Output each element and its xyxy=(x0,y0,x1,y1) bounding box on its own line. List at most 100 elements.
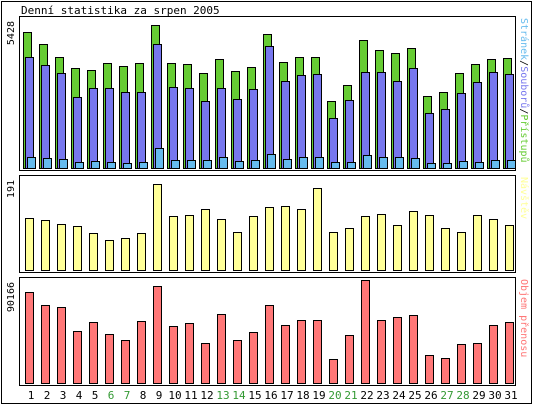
bar-navstevy-day-18 xyxy=(297,209,306,271)
bar-navstevy-day-19 xyxy=(313,188,322,271)
day-tick-label: 26 xyxy=(424,389,437,402)
bar-navstevy-day-5 xyxy=(89,233,98,271)
day-tick-label: 20 xyxy=(328,389,341,402)
bar-souborů-day-6 xyxy=(105,88,114,169)
day-tick-label: 30 xyxy=(488,389,501,402)
bar-navstevy-day-31 xyxy=(505,225,514,271)
bar-navstevy-day-2 xyxy=(41,220,50,271)
bar-objem-day-21 xyxy=(345,335,354,384)
panel-2-legend-title: Návštěv xyxy=(518,177,530,219)
bar-souborů-day-5 xyxy=(89,88,98,169)
bar-stránek-day-26 xyxy=(427,163,436,169)
bar-souborů-day-25 xyxy=(409,68,418,169)
bar-navstevy-day-25 xyxy=(409,211,418,271)
day-tick-label: 4 xyxy=(76,389,83,402)
bar-stránek-day-24 xyxy=(395,157,404,169)
bar-souborů-day-26 xyxy=(425,113,434,169)
legend-separator: / xyxy=(518,60,529,66)
bar-stránek-day-19 xyxy=(315,157,324,169)
bar-objem-day-25 xyxy=(409,315,418,384)
day-tick-label: 27 xyxy=(440,389,453,402)
bar-objem-day-1 xyxy=(25,292,34,384)
bar-souborů-day-12 xyxy=(201,101,210,169)
bar-souborů-day-7 xyxy=(121,92,130,169)
bar-souborů-day-19 xyxy=(313,74,322,169)
bar-objem-day-29 xyxy=(473,343,482,384)
day-tick-label: 16 xyxy=(264,389,277,402)
day-tick-label: 13 xyxy=(216,389,229,402)
day-tick-label: 8 xyxy=(140,389,147,402)
bar-navstevy-day-29 xyxy=(473,215,482,271)
bar-souborů-day-14 xyxy=(233,99,242,169)
bar-stránek-day-14 xyxy=(235,161,244,169)
bar-stránek-day-5 xyxy=(91,161,100,169)
day-tick-label: 10 xyxy=(168,389,181,402)
bar-objem-day-11 xyxy=(185,323,194,384)
day-tick-label: 21 xyxy=(344,389,357,402)
bar-objem-day-20 xyxy=(329,359,338,384)
day-tick-label: 5 xyxy=(92,389,99,402)
bar-navstevy-day-16 xyxy=(265,207,274,271)
day-tick-label: 9 xyxy=(156,389,163,402)
bar-navstevy-day-12 xyxy=(201,209,210,271)
bar-objem-day-14 xyxy=(233,340,242,384)
legend-separator: / xyxy=(518,108,529,114)
bar-navstevy-day-20 xyxy=(329,232,338,271)
bar-objem-day-27 xyxy=(441,358,450,384)
bar-stránek-day-10 xyxy=(171,160,180,169)
day-tick-label: 25 xyxy=(408,389,421,402)
bar-souborů-day-30 xyxy=(489,72,498,169)
bar-souborů-day-21 xyxy=(345,100,354,169)
bar-stránek-day-20 xyxy=(331,162,340,169)
panel-3-legend-title: Objem přenosu xyxy=(518,279,530,357)
day-tick-label: 3 xyxy=(60,389,67,402)
bar-navstevy-day-8 xyxy=(137,233,146,271)
bar-stránek-day-9 xyxy=(155,148,164,169)
bar-souborů-day-24 xyxy=(393,81,402,169)
bar-souborů-day-4 xyxy=(73,97,82,169)
day-tick-label: 2 xyxy=(44,389,51,402)
panel-3-max-label: 90166 xyxy=(6,282,17,312)
day-tick-label: 6 xyxy=(108,389,115,402)
day-tick-label: 1 xyxy=(28,389,35,402)
bar-objem-day-30 xyxy=(489,325,498,384)
bar-navstevy-day-14 xyxy=(233,232,242,271)
bar-stránek-day-4 xyxy=(75,162,84,169)
bar-souborů-day-15 xyxy=(249,89,258,169)
bar-stránek-day-6 xyxy=(107,162,116,169)
bar-stránek-day-31 xyxy=(507,160,516,169)
bar-navstevy-day-10 xyxy=(169,216,178,271)
bar-stránek-day-25 xyxy=(411,158,420,169)
bar-souborů-day-13 xyxy=(217,88,226,169)
bar-objem-day-13 xyxy=(217,314,226,384)
bar-navstevy-day-1 xyxy=(25,218,34,271)
bar-souborů-day-27 xyxy=(441,109,450,169)
bar-objem-day-8 xyxy=(137,321,146,384)
bar-souborů-day-1 xyxy=(25,57,34,169)
bar-stránek-day-17 xyxy=(283,159,292,169)
bar-souborů-day-17 xyxy=(281,81,290,169)
bar-navstevy-day-30 xyxy=(489,219,498,271)
bar-stránek-day-29 xyxy=(475,162,484,169)
bar-navstevy-day-22 xyxy=(361,216,370,271)
bar-stránek-day-16 xyxy=(267,154,276,169)
bar-stránek-day-11 xyxy=(187,160,196,169)
legend-entry-3: Přístupů xyxy=(518,114,530,162)
bar-objem-day-9 xyxy=(153,286,162,384)
bar-souborů-day-10 xyxy=(169,87,178,169)
bar-objem-day-26 xyxy=(425,355,434,384)
day-tick-label: 24 xyxy=(392,389,406,402)
bar-stránek-day-15 xyxy=(251,160,260,169)
day-tick-label: 14 xyxy=(232,389,246,402)
bar-stránek-day-23 xyxy=(379,157,388,169)
bar-objem-day-10 xyxy=(169,326,178,384)
bar-objem-day-18 xyxy=(297,320,306,384)
bar-navstevy-day-6 xyxy=(105,240,114,271)
bar-navstevy-day-23 xyxy=(377,214,386,271)
bar-souborů-day-31 xyxy=(505,74,514,169)
bar-navstevy-day-9 xyxy=(153,184,162,271)
legend-entry-1: Stránek xyxy=(518,18,530,60)
bar-souborů-day-23 xyxy=(377,72,386,169)
bar-stránek-day-3 xyxy=(59,159,68,169)
bar-stránek-day-2 xyxy=(43,158,52,169)
